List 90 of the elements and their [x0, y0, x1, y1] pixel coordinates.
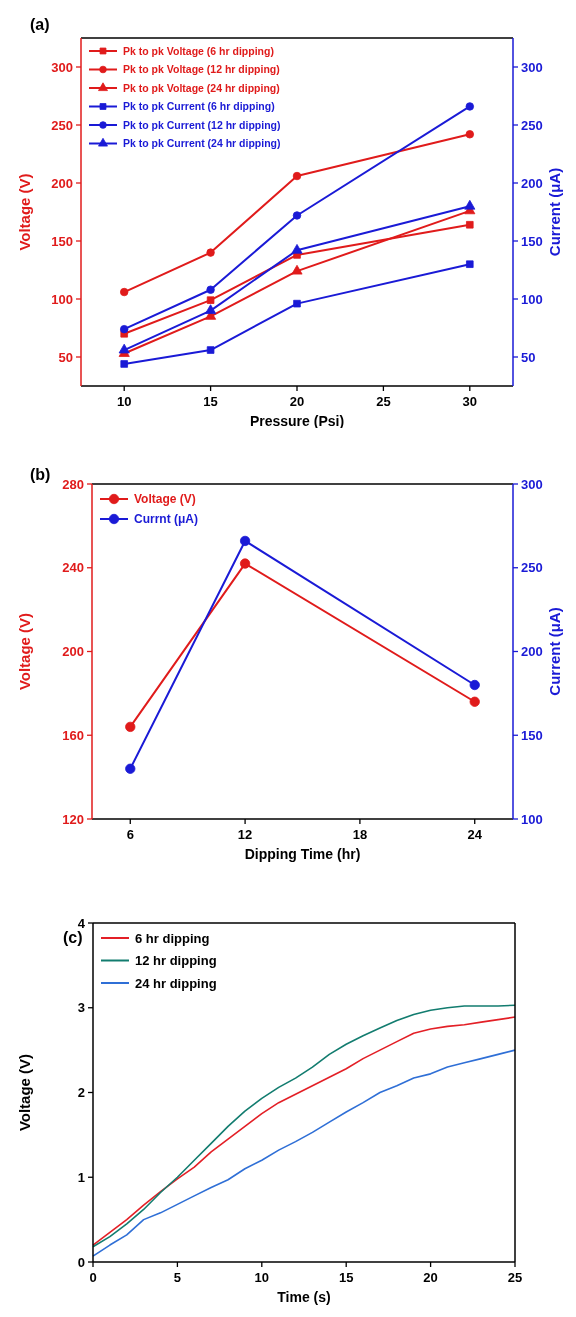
legend-label: Currnt (μA)	[134, 512, 198, 527]
y2-tick-label: 300	[521, 476, 543, 492]
legend-label: Pk to pk Voltage (6 hr dipping)	[123, 44, 274, 57]
x-tick-label: 18	[352, 827, 368, 842]
y2-tick-label: 200	[521, 644, 543, 660]
y-tick-label: 50	[58, 349, 73, 365]
y-tick-label: 240	[62, 560, 84, 576]
y-tick-label: 300	[51, 59, 73, 75]
x-tick-label: 15	[338, 1270, 354, 1285]
point	[125, 721, 136, 732]
point	[205, 304, 217, 314]
y-tick-label: 100	[51, 291, 73, 307]
point	[292, 211, 302, 220]
y-tick-label: 250	[51, 117, 73, 133]
y2-tick-label: 100	[521, 811, 543, 827]
legend-label: 12 hr dipping	[135, 953, 217, 969]
y-tick-label: 150	[51, 233, 73, 249]
point	[125, 763, 136, 774]
legend-label: 6 hr dipping	[135, 930, 210, 946]
point	[469, 696, 480, 707]
x-tick-label: 20	[289, 394, 305, 409]
y2-tick-label: 50	[521, 349, 536, 365]
line-series	[92, 1049, 516, 1257]
x-tick-label: 20	[423, 1270, 438, 1285]
y-tick-label: 160	[62, 727, 84, 743]
point	[206, 346, 215, 354]
chart-title: (c)	[63, 929, 83, 946]
y-tick-label: 2	[77, 1085, 85, 1101]
point	[464, 199, 476, 210]
x-tick-label: 30	[462, 394, 478, 409]
legend-label: Pk to pk Current (6 hr dipping)	[123, 100, 275, 113]
y-tick-label: 200	[62, 644, 84, 660]
legend-label: Pk to pk Voltage (24 hr dipping)	[123, 81, 280, 94]
point	[466, 221, 474, 229]
legend-label: 24 hr dipping	[135, 975, 217, 991]
y-axis-title: Voltage (V)	[16, 173, 33, 251]
x-tick-label: 12	[237, 827, 253, 842]
x-tick-label: 25	[507, 1270, 523, 1285]
point	[293, 299, 301, 308]
point	[466, 260, 474, 268]
x-axis-title: Pressure (Psi)	[249, 413, 345, 429]
point	[206, 296, 215, 304]
point	[120, 287, 129, 297]
point	[206, 248, 215, 257]
y2-tick-label: 200	[521, 175, 543, 191]
y-tick-label: 0	[77, 1254, 85, 1270]
x-tick-label: 10	[116, 394, 132, 409]
legend-label: Pk to pk Current (24 hr dipping)	[123, 137, 281, 150]
y2-tick-label: 150	[521, 727, 543, 743]
y2-axis-title: Current (μA)	[546, 167, 563, 257]
y2-tick-label: 150	[521, 233, 543, 249]
chart-title: (b)	[30, 466, 51, 483]
chart-title: (a)	[30, 16, 50, 33]
legend-label: Pk to pk Voltage (12 hr dipping)	[123, 63, 280, 76]
y-tick-label: 1	[77, 1169, 85, 1185]
y2-tick-label: 250	[521, 560, 543, 576]
x-tick-label: 10	[254, 1270, 270, 1285]
point	[291, 264, 303, 275]
y2-tick-label: 250	[521, 117, 543, 133]
y-tick-label: 4	[77, 915, 86, 931]
x-tick-label: 5	[173, 1270, 182, 1285]
point	[120, 324, 129, 334]
x-axis-title: Dipping Time (hr)	[244, 846, 361, 862]
y-axis-title: Voltage (V)	[16, 612, 33, 691]
y-axis-title: Voltage (V)	[16, 1053, 33, 1132]
point	[291, 243, 303, 254]
point	[469, 679, 480, 691]
point	[120, 360, 128, 368]
y-tick-label: 200	[51, 175, 73, 191]
point	[206, 285, 215, 294]
x-axis-title: Time (s)	[277, 1289, 331, 1305]
y-tick-label: 120	[62, 811, 84, 827]
x-tick-label: 24	[467, 827, 483, 842]
y-tick-label: 3	[77, 1000, 85, 1016]
x-tick-label: 6	[126, 827, 134, 842]
x-tick-label: 0	[89, 1270, 97, 1285]
y-tick-label: 280	[62, 476, 84, 492]
point	[239, 535, 251, 547]
point	[118, 343, 130, 354]
y2-tick-label: 300	[521, 59, 543, 75]
x-tick-label: 25	[376, 394, 391, 409]
point	[465, 130, 474, 139]
point	[239, 558, 251, 569]
y2-tick-label: 100	[521, 291, 543, 307]
point	[292, 171, 302, 181]
point	[465, 102, 474, 111]
legend-label: Pk to pk Current (12 hr dipping)	[123, 118, 281, 131]
x-tick-label: 15	[203, 394, 218, 409]
y2-axis-title: Current (μA)	[546, 607, 563, 696]
legend-label: Voltage (V)	[134, 492, 196, 507]
